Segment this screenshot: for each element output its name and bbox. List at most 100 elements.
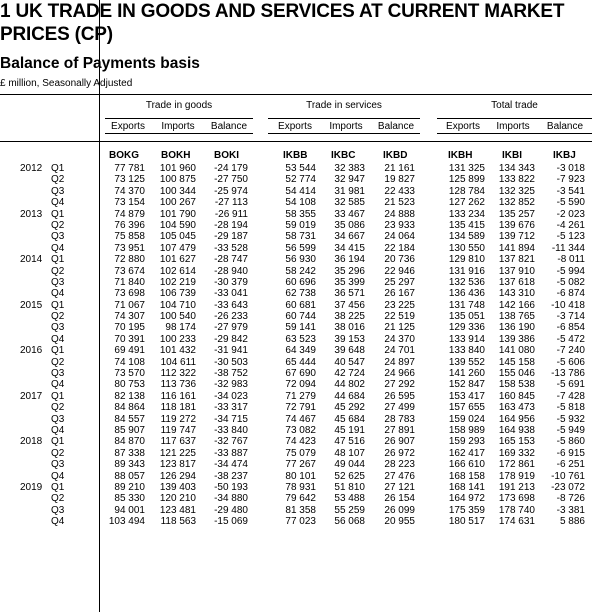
cell-total-exports: 132 536	[448, 276, 485, 288]
cursor-line	[99, 0, 100, 612]
cell-goods-exports: 103 494	[108, 516, 145, 528]
code-total-balance: IKBJ	[553, 150, 576, 161]
cell-services-balance: 28 783	[384, 413, 415, 425]
code-services-balance: IKBD	[383, 150, 408, 161]
cell-total-imports: 139 712	[498, 231, 535, 243]
cell-services-imports: 33 467	[334, 208, 365, 220]
cell-services-imports: 36 194	[334, 254, 365, 266]
cell-total-balance: -8 726	[556, 493, 585, 505]
cell-total-imports: 137 821	[498, 254, 535, 266]
row-quarter: Q3	[51, 368, 65, 380]
table-row: Q2 74 307 100 540 -26 233 60 744 38 225 22 519…	[0, 311, 592, 322]
cell-services-exports: 72 791	[285, 402, 316, 414]
cell-services-imports: 53 488	[334, 493, 365, 505]
cell-goods-balance: -34 880	[214, 493, 248, 505]
cell-services-imports: 35 399	[334, 276, 365, 288]
cell-goods-exports: 73 125	[114, 174, 145, 186]
cell-goods-balance: -33 840	[214, 424, 248, 436]
cell-total-exports: 131 916	[448, 265, 485, 277]
cell-goods-balance: -34 715	[214, 413, 248, 425]
cell-goods-imports: 102 219	[159, 276, 196, 288]
cell-goods-balance: -26 911	[214, 208, 248, 220]
cell-services-balance: 24 897	[384, 356, 415, 368]
table-row: Q3 84 557 119 272 -34 715 74 467 45 684 28 783…	[0, 414, 592, 425]
cell-services-balance: 21 125	[384, 322, 415, 334]
cell-goods-exports: 94 001	[114, 504, 145, 516]
cell-goods-imports: 101 960	[159, 163, 196, 174]
cell-goods-exports: 84 870	[114, 436, 145, 448]
cell-goods-exports: 71 067	[114, 299, 145, 311]
cell-services-balance: 26 154	[384, 493, 415, 505]
cell-total-balance: 5 886	[559, 516, 585, 528]
code-total-exports: IKBH	[448, 150, 473, 161]
cell-total-balance: -5 949	[556, 424, 585, 436]
cell-services-balance: 23 225	[384, 299, 415, 311]
subheader-services-imports: Imports	[329, 121, 363, 132]
cell-services-exports: 63 523	[285, 333, 316, 345]
cell-goods-exports: 75 858	[114, 231, 145, 243]
code-goods-exports: BOKG	[109, 150, 139, 161]
cell-goods-exports: 72 880	[114, 254, 145, 266]
cell-services-imports: 34 667	[334, 231, 365, 243]
cell-total-imports: 141 080	[498, 345, 535, 357]
cell-total-exports: 152 847	[448, 379, 485, 391]
cell-total-exports: 136 436	[448, 288, 485, 300]
header-rule-top	[0, 94, 592, 95]
cell-total-exports: 168 158	[448, 470, 485, 482]
cell-goods-balance: -29 842	[214, 333, 248, 345]
cell-total-exports: 175 359	[448, 504, 485, 516]
cell-services-exports: 56 930	[285, 254, 316, 266]
table-row: Q3 74 370 100 344 -25 974 54 414 31 981 22 433…	[0, 186, 592, 197]
cell-services-balance: 20 736	[384, 254, 415, 266]
cell-total-balance: -7 923	[556, 174, 585, 186]
cell-total-balance: -5 590	[556, 197, 585, 209]
cell-total-exports: 135 415	[448, 219, 485, 231]
group-header-goods: Trade in goods	[145, 100, 213, 111]
cell-total-imports: 178 919	[498, 470, 535, 482]
cell-goods-balance: -27 113	[214, 197, 248, 209]
cell-total-imports: 133 822	[498, 174, 535, 186]
cell-services-balance: 27 292	[384, 379, 415, 391]
cell-services-exports: 54 108	[285, 197, 316, 209]
cell-total-exports: 129 336	[448, 322, 485, 334]
cell-total-balance: -5 123	[556, 231, 585, 243]
cell-services-imports: 39 648	[334, 345, 365, 357]
code-services-exports: IKBB	[283, 150, 308, 161]
cell-services-balance: 26 167	[384, 288, 415, 300]
cell-services-exports: 73 082	[285, 424, 316, 436]
cell-total-balance: -10 761	[551, 470, 585, 482]
cell-total-exports: 164 972	[448, 493, 485, 505]
row-quarter: Q1	[51, 345, 65, 357]
subheader-total-imports: Imports	[496, 121, 530, 132]
cell-total-exports: 134 589	[448, 231, 485, 243]
row-year: 2016	[20, 345, 43, 357]
cell-services-balance: 27 476	[384, 470, 415, 482]
cell-total-imports: 142 166	[498, 299, 535, 311]
row-quarter: Q4	[51, 516, 65, 528]
cell-services-imports: 38 016	[334, 322, 365, 334]
cell-goods-balance: -33 887	[214, 447, 248, 459]
cell-total-balance: -6 854	[556, 322, 585, 334]
cell-services-imports: 34 415	[334, 242, 365, 254]
cell-total-balance: -4 261	[556, 219, 585, 231]
table-row: Q2 85 330 120 210 -34 880 79 642 53 488 26 154…	[0, 493, 592, 504]
cell-services-imports: 45 191	[334, 424, 365, 436]
cell-total-imports: 132 325	[498, 185, 535, 197]
cell-services-exports: 60 681	[285, 299, 316, 311]
group-header-services: Trade in services	[306, 100, 382, 111]
cell-services-exports: 58 242	[285, 265, 316, 277]
cell-services-imports: 37 456	[334, 299, 365, 311]
header-rule-goods	[105, 118, 253, 119]
cell-services-balance: 22 519	[384, 311, 415, 323]
cell-goods-imports: 117 637	[160, 436, 196, 448]
cell-total-balance: -10 418	[551, 299, 585, 311]
row-quarter: Q3	[51, 504, 65, 516]
cell-total-imports: 139 676	[498, 219, 535, 231]
cell-services-exports: 81 358	[285, 504, 316, 516]
cell-services-balance: 23 933	[384, 219, 415, 231]
cell-goods-exports: 76 396	[114, 219, 145, 231]
cell-goods-imports: 101 790	[159, 208, 196, 220]
cell-goods-exports: 74 307	[114, 311, 145, 323]
cell-total-balance: -7 428	[556, 390, 585, 402]
row-quarter: Q2	[51, 493, 65, 505]
